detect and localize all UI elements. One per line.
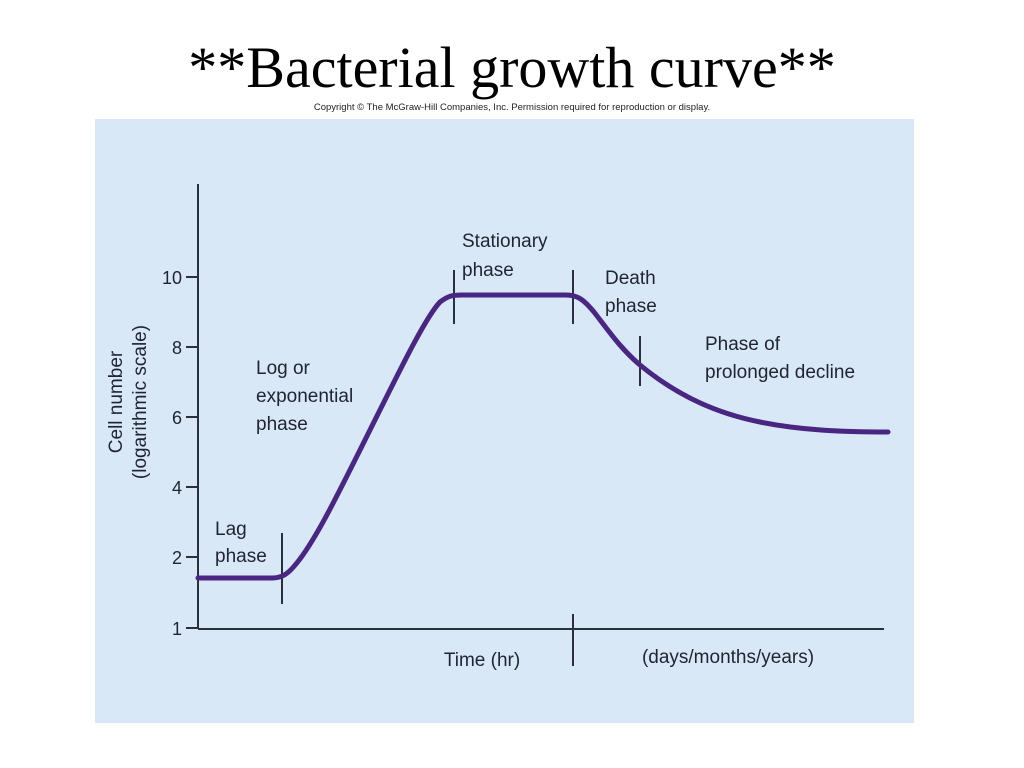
svg-text:Phase of: Phase of	[705, 334, 781, 355]
y-tick-1: 1	[172, 619, 182, 639]
y-tick-4: 4	[172, 478, 182, 498]
label-prolonged-decline: Phase of prolonged decline	[705, 334, 855, 383]
y-tick-8: 8	[172, 338, 182, 358]
chart-panel	[95, 119, 914, 723]
y-axis-label: Cell number (logarithmic scale)	[106, 325, 151, 479]
label-death-phase: Death phase	[605, 268, 657, 317]
chart-title: **Bacterial growth curve**	[188, 35, 836, 100]
phase-markers	[281, 270, 641, 604]
copyright-notice: Copyright © The McGraw-Hill Companies, I…	[313, 102, 711, 113]
y-tick-10: 10	[162, 268, 182, 288]
svg-text:prolonged decline: prolonged decline	[705, 362, 855, 383]
svg-text:phase: phase	[462, 260, 514, 281]
y-tick-2: 2	[172, 548, 182, 568]
svg-text:phase: phase	[215, 546, 267, 567]
svg-text:(logarithmic scale): (logarithmic scale)	[130, 325, 151, 479]
svg-text:phase: phase	[256, 414, 308, 435]
svg-text:phase: phase	[605, 296, 657, 317]
y-tick-6: 6	[172, 408, 182, 428]
svg-text:exponential: exponential	[256, 386, 353, 407]
label-lag-phase: Lag phase	[215, 519, 267, 567]
svg-text:Death: Death	[605, 268, 656, 289]
svg-text:Lag: Lag	[215, 519, 247, 540]
svg-text:Cell number: Cell number	[106, 350, 127, 453]
x-axis-label-extended: (days/months/years)	[642, 647, 814, 668]
label-log-phase: Log or exponential phase	[256, 358, 353, 435]
svg-text:Log or: Log or	[256, 358, 311, 379]
growth-curve-line	[195, 292, 891, 581]
axes	[186, 184, 884, 666]
x-axis-label-time: Time (hr)	[444, 650, 520, 671]
svg-text:Stationary: Stationary	[462, 231, 548, 252]
label-stationary-phase: Stationary phase	[462, 231, 548, 281]
